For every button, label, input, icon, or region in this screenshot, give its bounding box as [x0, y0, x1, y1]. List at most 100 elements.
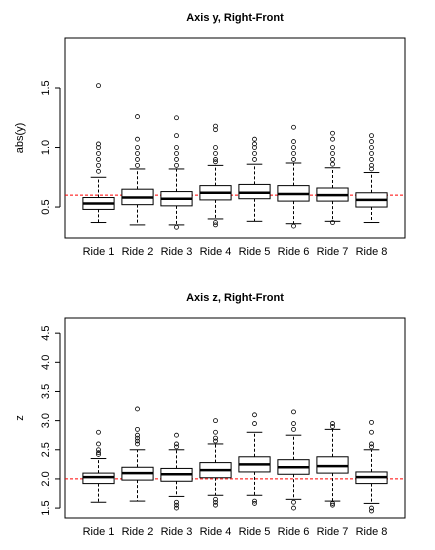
- outlier: [135, 432, 140, 438]
- outlier: [369, 139, 374, 144]
- outlier: [369, 166, 374, 172]
- outlier: [96, 83, 101, 89]
- outlier: [252, 412, 257, 418]
- outlier: [252, 421, 257, 426]
- outlier: [330, 220, 335, 225]
- outlier: [330, 502, 335, 508]
- x-tick-label: Ride 1: [83, 246, 115, 258]
- outlier: [213, 151, 218, 156]
- outlier: [174, 432, 179, 438]
- outlier: [213, 159, 218, 165]
- outlier: [330, 136, 335, 142]
- y-tick-label: 1.5: [40, 500, 52, 515]
- outlier: [369, 162, 374, 168]
- outlier: [291, 157, 296, 162]
- outlier: [330, 421, 335, 426]
- y-tick-label: 2.0: [40, 471, 52, 486]
- outlier: [96, 429, 101, 435]
- outlier: [96, 447, 101, 453]
- outlier: [213, 157, 218, 162]
- outlier: [174, 224, 179, 230]
- chart-title: Axis y, Right-Front: [186, 12, 284, 24]
- outlier: [135, 136, 140, 142]
- outlier: [369, 441, 374, 447]
- outlier: [213, 418, 218, 424]
- outlier: [213, 222, 218, 228]
- outlier: [174, 115, 179, 121]
- outlier: [369, 419, 374, 425]
- outlier: [174, 441, 179, 447]
- x-tick-label: Ride 4: [200, 526, 232, 538]
- outlier: [96, 151, 101, 156]
- outlier: [213, 502, 218, 508]
- y-tick-label: 0.5: [40, 199, 52, 214]
- outlier: [135, 406, 140, 412]
- outlier: [369, 133, 374, 139]
- outlier: [213, 435, 218, 441]
- x-tick-label: Ride 3: [161, 246, 193, 258]
- x-tick-label: Ride 3: [161, 526, 193, 538]
- outlier: [174, 133, 179, 139]
- outlier: [330, 501, 335, 506]
- x-tick-label: Ride 7: [317, 526, 349, 538]
- outlier: [291, 505, 296, 511]
- outlier: [330, 145, 335, 150]
- outlier: [330, 130, 335, 136]
- x-tick-label: Ride 8: [356, 526, 388, 538]
- outlier: [252, 501, 257, 506]
- outlier: [252, 136, 257, 142]
- chart-title: Axis z, Right-Front: [186, 292, 284, 304]
- outlier: [174, 502, 179, 508]
- outlier: [252, 157, 257, 162]
- outlier: [213, 145, 218, 150]
- outlier: [135, 145, 140, 150]
- outlier: [213, 123, 218, 129]
- outlier: [96, 141, 101, 147]
- outlier: [96, 450, 101, 456]
- outlier: [291, 151, 296, 156]
- outlier: [369, 429, 374, 435]
- y-tick-label: 3.5: [40, 384, 52, 399]
- outlier: [213, 499, 218, 505]
- outlier: [135, 162, 140, 168]
- outlier: [96, 452, 101, 457]
- x-tick-label: Ride 8: [356, 246, 388, 258]
- outlier: [96, 145, 101, 150]
- outlier: [252, 498, 257, 504]
- x-tick-label: Ride 2: [122, 246, 154, 258]
- outlier: [369, 508, 374, 514]
- outlier: [135, 438, 140, 444]
- outlier: [369, 505, 374, 511]
- x-tick-label: Ride 7: [317, 246, 349, 258]
- outlier: [135, 151, 140, 156]
- outlier: [291, 124, 296, 130]
- y-tick-label: 3.0: [40, 413, 52, 428]
- y-axis-label: z: [14, 415, 26, 421]
- outlier: [369, 444, 374, 450]
- y-tick-label: 2.5: [40, 442, 52, 457]
- x-tick-label: Ride 5: [239, 526, 271, 538]
- x-tick-label: Ride 2: [122, 526, 154, 538]
- outlier: [135, 435, 140, 441]
- outlier: [135, 157, 140, 162]
- outlier: [135, 114, 140, 119]
- outlier: [213, 496, 218, 502]
- outlier: [213, 429, 218, 435]
- outlier: [291, 499, 296, 505]
- outlier: [252, 145, 257, 150]
- outlier: [96, 441, 101, 447]
- outlier: [291, 426, 296, 432]
- outlier: [330, 161, 335, 167]
- x-tick-label: Ride 6: [278, 526, 310, 538]
- y-axis-label: abs(y): [14, 123, 26, 154]
- plot-frame: [64, 317, 406, 519]
- outlier: [174, 151, 179, 156]
- outlier: [135, 441, 140, 447]
- outlier: [252, 141, 257, 147]
- y-tick-label: 4.0: [40, 355, 52, 370]
- outlier: [291, 223, 296, 229]
- outlier: [369, 145, 374, 150]
- x-tick-label: Ride 6: [278, 246, 310, 258]
